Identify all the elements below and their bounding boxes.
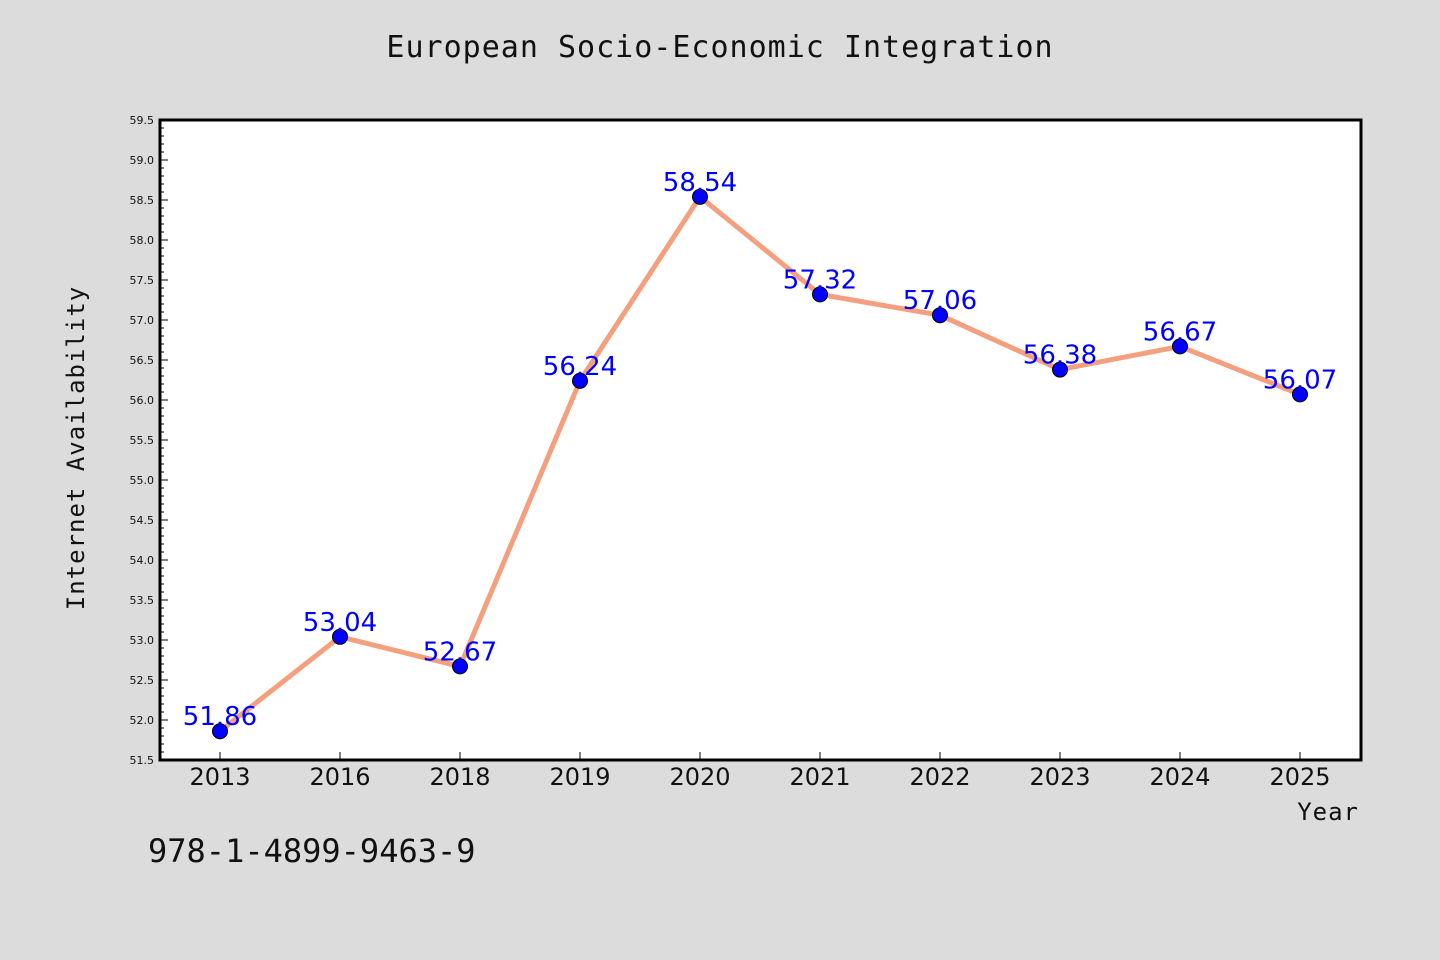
data-point: [692, 188, 708, 205]
data-point: [932, 307, 948, 324]
data-label: 57.06: [903, 286, 977, 316]
data-point: [332, 628, 348, 645]
y-tick-label: 55.0: [130, 474, 155, 487]
data-label: 53.04: [303, 608, 377, 638]
x-tick-label: 2016: [309, 763, 370, 791]
data-label: 56.24: [543, 352, 617, 382]
y-tick-label: 57.0: [130, 314, 155, 327]
y-tick-label: 58.0: [130, 234, 155, 247]
data-point: [1052, 361, 1068, 378]
x-tick-label: 2022: [909, 763, 970, 791]
y-tick-label: 54.0: [130, 554, 155, 567]
data-label: 57.32: [783, 265, 857, 295]
y-axis-title: Internet Availability: [62, 286, 90, 610]
x-tick-label: 2025: [1269, 763, 1330, 791]
data-label: 56.67: [1143, 317, 1217, 347]
data-point: [812, 286, 828, 303]
y-tick-label: 58.5: [130, 194, 155, 207]
y-tick-label: 57.5: [130, 274, 155, 287]
x-tick-label: 2021: [789, 763, 850, 791]
data-label: 51.86: [183, 702, 257, 732]
data-point: [572, 372, 588, 389]
y-tick-label: 52.5: [130, 674, 155, 687]
chart-title: European Socio-Economic Integration: [386, 30, 1054, 65]
y-tick-label: 56.0: [130, 394, 155, 407]
plot-area: [158, 118, 1363, 762]
y-tick-label: 54.5: [130, 514, 155, 527]
y-tick-label: 55.5: [130, 434, 155, 447]
data-label: 52.67: [423, 637, 497, 667]
data-label: 58.54: [663, 168, 737, 198]
series-line: [217, 194, 1303, 734]
data-label: 56.07: [1263, 365, 1337, 395]
y-axis: 51.5 52.0 52.5 53.0 53.5 54.0 54.5 55.0 55.5 56.0…: [130, 114, 168, 767]
y-tick-label: 53.0: [130, 634, 155, 647]
y-tick-label: 59.0: [130, 154, 155, 167]
x-tick-label: 2018: [429, 763, 490, 791]
data-point: [1292, 386, 1308, 403]
x-tick-label: 2024: [1149, 763, 1210, 791]
data-point: [452, 658, 468, 675]
data-point: [1172, 338, 1188, 355]
y-tick-label: 59.5: [130, 114, 155, 127]
y-tick-label: 52.0: [130, 714, 155, 727]
data-point: [212, 723, 228, 740]
series-markers: [212, 188, 1308, 740]
x-tick-label: 2013: [189, 763, 250, 791]
x-tick-label: 2020: [669, 763, 730, 791]
y-tick-label: 51.5: [130, 754, 155, 767]
data-labels: 51.86 53.04 52.67 56.24 58.54 57.32 57.06 56.38…: [183, 168, 1337, 732]
y-tick-label: 53.5: [130, 594, 155, 607]
footer-code: 978-1-4899-9463-9: [148, 832, 476, 870]
y-tick-label: 56.5: [130, 354, 155, 367]
x-axis-title: Year: [1297, 798, 1359, 826]
data-label: 56.38: [1023, 341, 1097, 371]
x-tick-label: 2019: [549, 763, 610, 791]
x-axis: 2013 2016 2018 2019 2020 2021 2022 2023 2024 2025: [189, 752, 1331, 791]
x-tick-label: 2023: [1029, 763, 1090, 791]
